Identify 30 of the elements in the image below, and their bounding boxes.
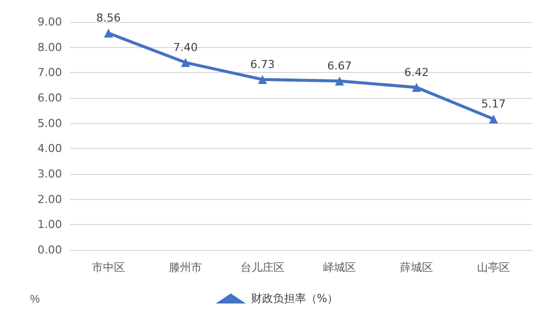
x-tick-label: 滕州市 (169, 261, 202, 274)
point (335, 76, 344, 86)
y-tick-label: 3.00 (38, 168, 62, 180)
y-tick-label: 7.00 (38, 66, 62, 80)
data-label: 6.67 (327, 60, 352, 73)
y-tick-label: 5.00 (38, 116, 62, 130)
x-tick-label: 市中区 (92, 261, 125, 274)
y-tick-label: 9.00 (38, 16, 62, 28)
legend-label: 财政负担率（%） (250, 292, 338, 305)
point (489, 114, 498, 124)
data-label: 8.56 (96, 12, 121, 25)
y-tick-label: 4.00 (38, 142, 62, 156)
point (258, 75, 267, 84)
x-tick-label: 峄城区 (323, 261, 356, 274)
y-tick-label: 8.00 (38, 40, 62, 54)
x-tick-label: 台儿庄区 (240, 261, 284, 274)
point (181, 58, 190, 68)
y-axis-title: % (30, 294, 40, 306)
data-label: 5.17 (481, 98, 506, 111)
data-label: 7.40 (173, 41, 198, 54)
point (104, 28, 113, 38)
x-tick-label: 薛城区 (400, 261, 433, 274)
x-tick-label: 山亭区 (477, 261, 510, 274)
y-tick-label: 1.00 (38, 218, 62, 232)
y-tick-label: 2.00 (38, 192, 62, 206)
y-tick-label: 0.00 (38, 244, 62, 256)
data-label: 6.73 (250, 58, 275, 72)
data-label: 6.42 (404, 66, 429, 79)
y-tick-label: 6.00 (38, 92, 62, 104)
point (412, 82, 421, 92)
